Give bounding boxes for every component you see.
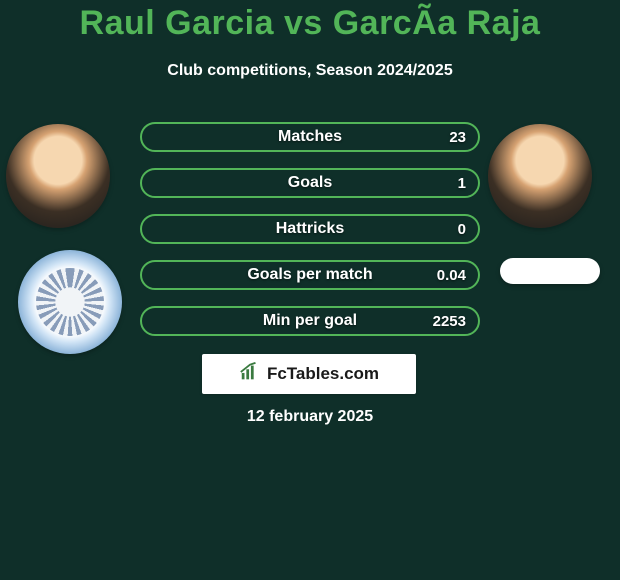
date-label: 12 february 2025 bbox=[0, 408, 620, 426]
stat-value-right: 2253 bbox=[433, 313, 466, 330]
page-title: Raul Garcia vs GarcÃ­a Raja bbox=[0, 4, 620, 43]
page-subtitle: Club competitions, Season 2024/2025 bbox=[0, 62, 620, 80]
comparison-card: Raul Garcia vs GarcÃ­a Raja Club competi… bbox=[0, 0, 620, 580]
source-logo-text: FcTables.com bbox=[267, 364, 379, 384]
stat-label: Hattricks bbox=[142, 220, 478, 238]
stat-label: Matches bbox=[142, 128, 478, 146]
stat-row-goals-per-match: Goals per match 0.04 bbox=[140, 260, 480, 290]
stats-container: Matches 23 Goals 1 Hattricks 0 Goals per… bbox=[140, 122, 480, 352]
stat-label: Goals per match bbox=[142, 266, 478, 284]
club-left-badge bbox=[18, 250, 122, 354]
stat-value-right: 1 bbox=[458, 175, 466, 192]
source-logo: FcTables.com bbox=[202, 354, 416, 394]
stat-value-right: 0.04 bbox=[437, 267, 466, 284]
stat-label: Min per goal bbox=[142, 312, 478, 330]
stat-value-right: 23 bbox=[449, 129, 466, 146]
stat-value-right: 0 bbox=[458, 221, 466, 238]
stat-row-goals: Goals 1 bbox=[140, 168, 480, 198]
stat-row-min-per-goal: Min per goal 2253 bbox=[140, 306, 480, 336]
bar-chart-icon bbox=[239, 361, 261, 388]
stat-row-hattricks: Hattricks 0 bbox=[140, 214, 480, 244]
player-left-avatar bbox=[6, 124, 110, 228]
player-right-avatar bbox=[488, 124, 592, 228]
stat-label: Goals bbox=[142, 174, 478, 192]
stat-row-matches: Matches 23 bbox=[140, 122, 480, 152]
club-right-badge bbox=[500, 258, 600, 284]
